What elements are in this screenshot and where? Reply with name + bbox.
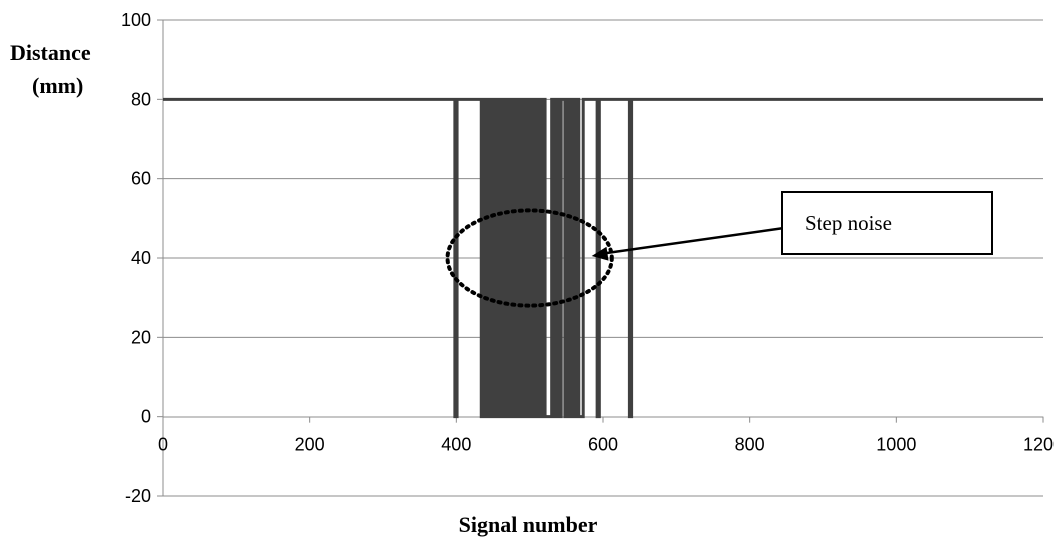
annotation-text: Step noise [805,211,892,235]
x-tick-label: 800 [735,435,765,455]
y-tick-label: 80 [131,89,151,109]
y-axis-title-line-1: Distance [10,40,91,65]
annotation-box [781,191,993,255]
x-tick-label: 1200 [1023,435,1054,455]
y-tick-label: 60 [131,169,151,189]
y-tick-label: 0 [141,407,151,427]
y-tick-label: -20 [125,486,151,506]
annotation-arrow [599,226,785,256]
x-axis-title: Signal number [459,512,598,537]
x-tick-label: 600 [588,435,618,455]
x-tick-label: 1000 [876,435,916,455]
x-tick-labels: 0 200 400 600 800 1000 1200 [158,416,1054,455]
annotation-arrowhead-icon [591,246,609,261]
y-tick-label: 40 [131,248,151,268]
step-noise-ellipse [445,208,614,308]
x-tick-label: 400 [441,435,471,455]
y-axis-title-line-2: (mm) [32,73,83,98]
distance-series-line [163,97,1043,419]
x-tick-label: 200 [295,435,325,455]
x-tick-label: 0 [158,435,168,455]
y-tick-label: 100 [121,10,151,30]
y-tick-labels: -20 0 20 40 60 80 100 [121,10,163,506]
y-tick-label: 20 [131,327,151,347]
